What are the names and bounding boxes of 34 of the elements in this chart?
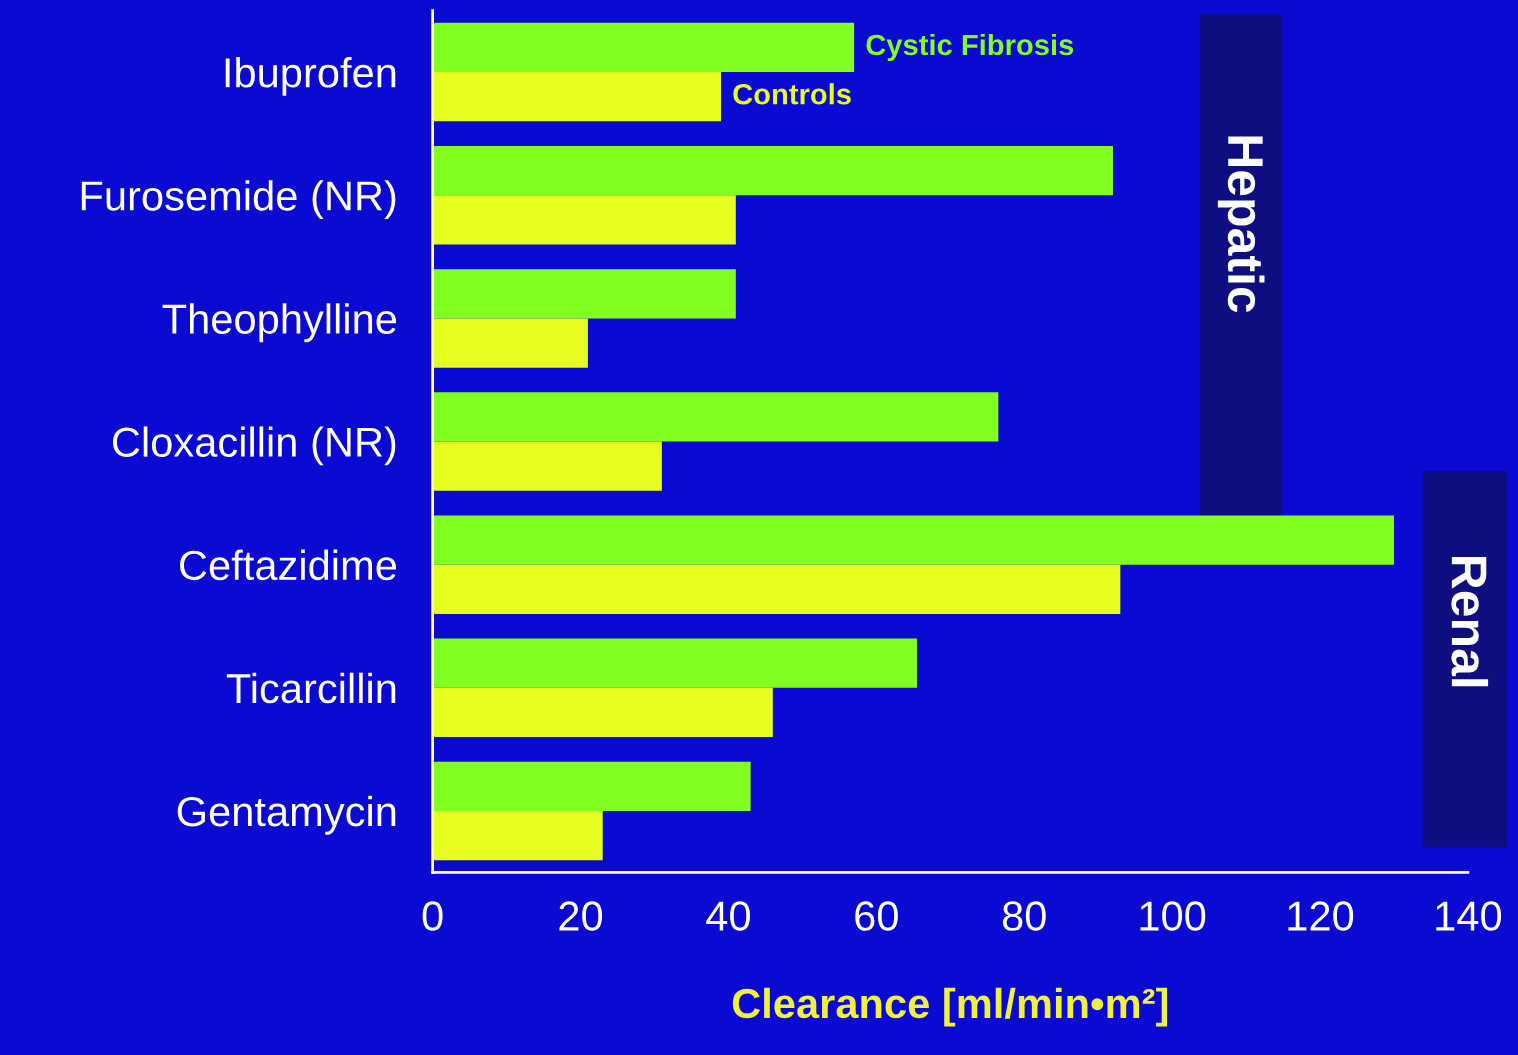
x-tick-label: 40 [706, 901, 750, 931]
bar [432, 515, 1394, 565]
x-tick-label: 140 [1436, 901, 1502, 931]
x-axis-title: Clearance [ml/min•m²] [732, 987, 1168, 1027]
y-tick-label: Furosemide (NR) [81, 180, 396, 219]
bar [432, 269, 736, 319]
y-tick-label: Ibuprofen [225, 57, 396, 96]
y-tick-label: Theophylline [162, 303, 397, 343]
y-tick-label: Gentamycin [177, 795, 396, 835]
bar [432, 810, 603, 861]
y-tick-label: Cloxacillin (NR) [112, 426, 396, 466]
bar [432, 72, 722, 122]
annotation: Hepatic [1217, 136, 1265, 313]
bar [432, 761, 751, 811]
bar [432, 146, 1113, 196]
y-tick-label: Ceftazidime [180, 549, 397, 581]
series-label: Controls [733, 83, 851, 105]
bar [432, 687, 773, 738]
bar [432, 638, 917, 688]
bar [432, 195, 736, 245]
x-tick-label: 60 [855, 901, 898, 931]
annotation: Renal [1451, 556, 1489, 687]
bar [432, 441, 662, 491]
series-label: Cystic Fibrosis [866, 33, 1074, 62]
x-tick-label: 20 [559, 901, 603, 931]
bar [432, 564, 1121, 614]
bar [432, 22, 855, 73]
x-tick-label: 120 [1288, 901, 1354, 931]
x-tick-label: 0 [422, 901, 443, 931]
y-tick-label: Ticarcillin [226, 672, 396, 704]
bar [432, 392, 999, 442]
bar [432, 318, 588, 368]
x-tick-label: 100 [1140, 901, 1206, 931]
x-tick-label: 80 [1002, 901, 1046, 931]
